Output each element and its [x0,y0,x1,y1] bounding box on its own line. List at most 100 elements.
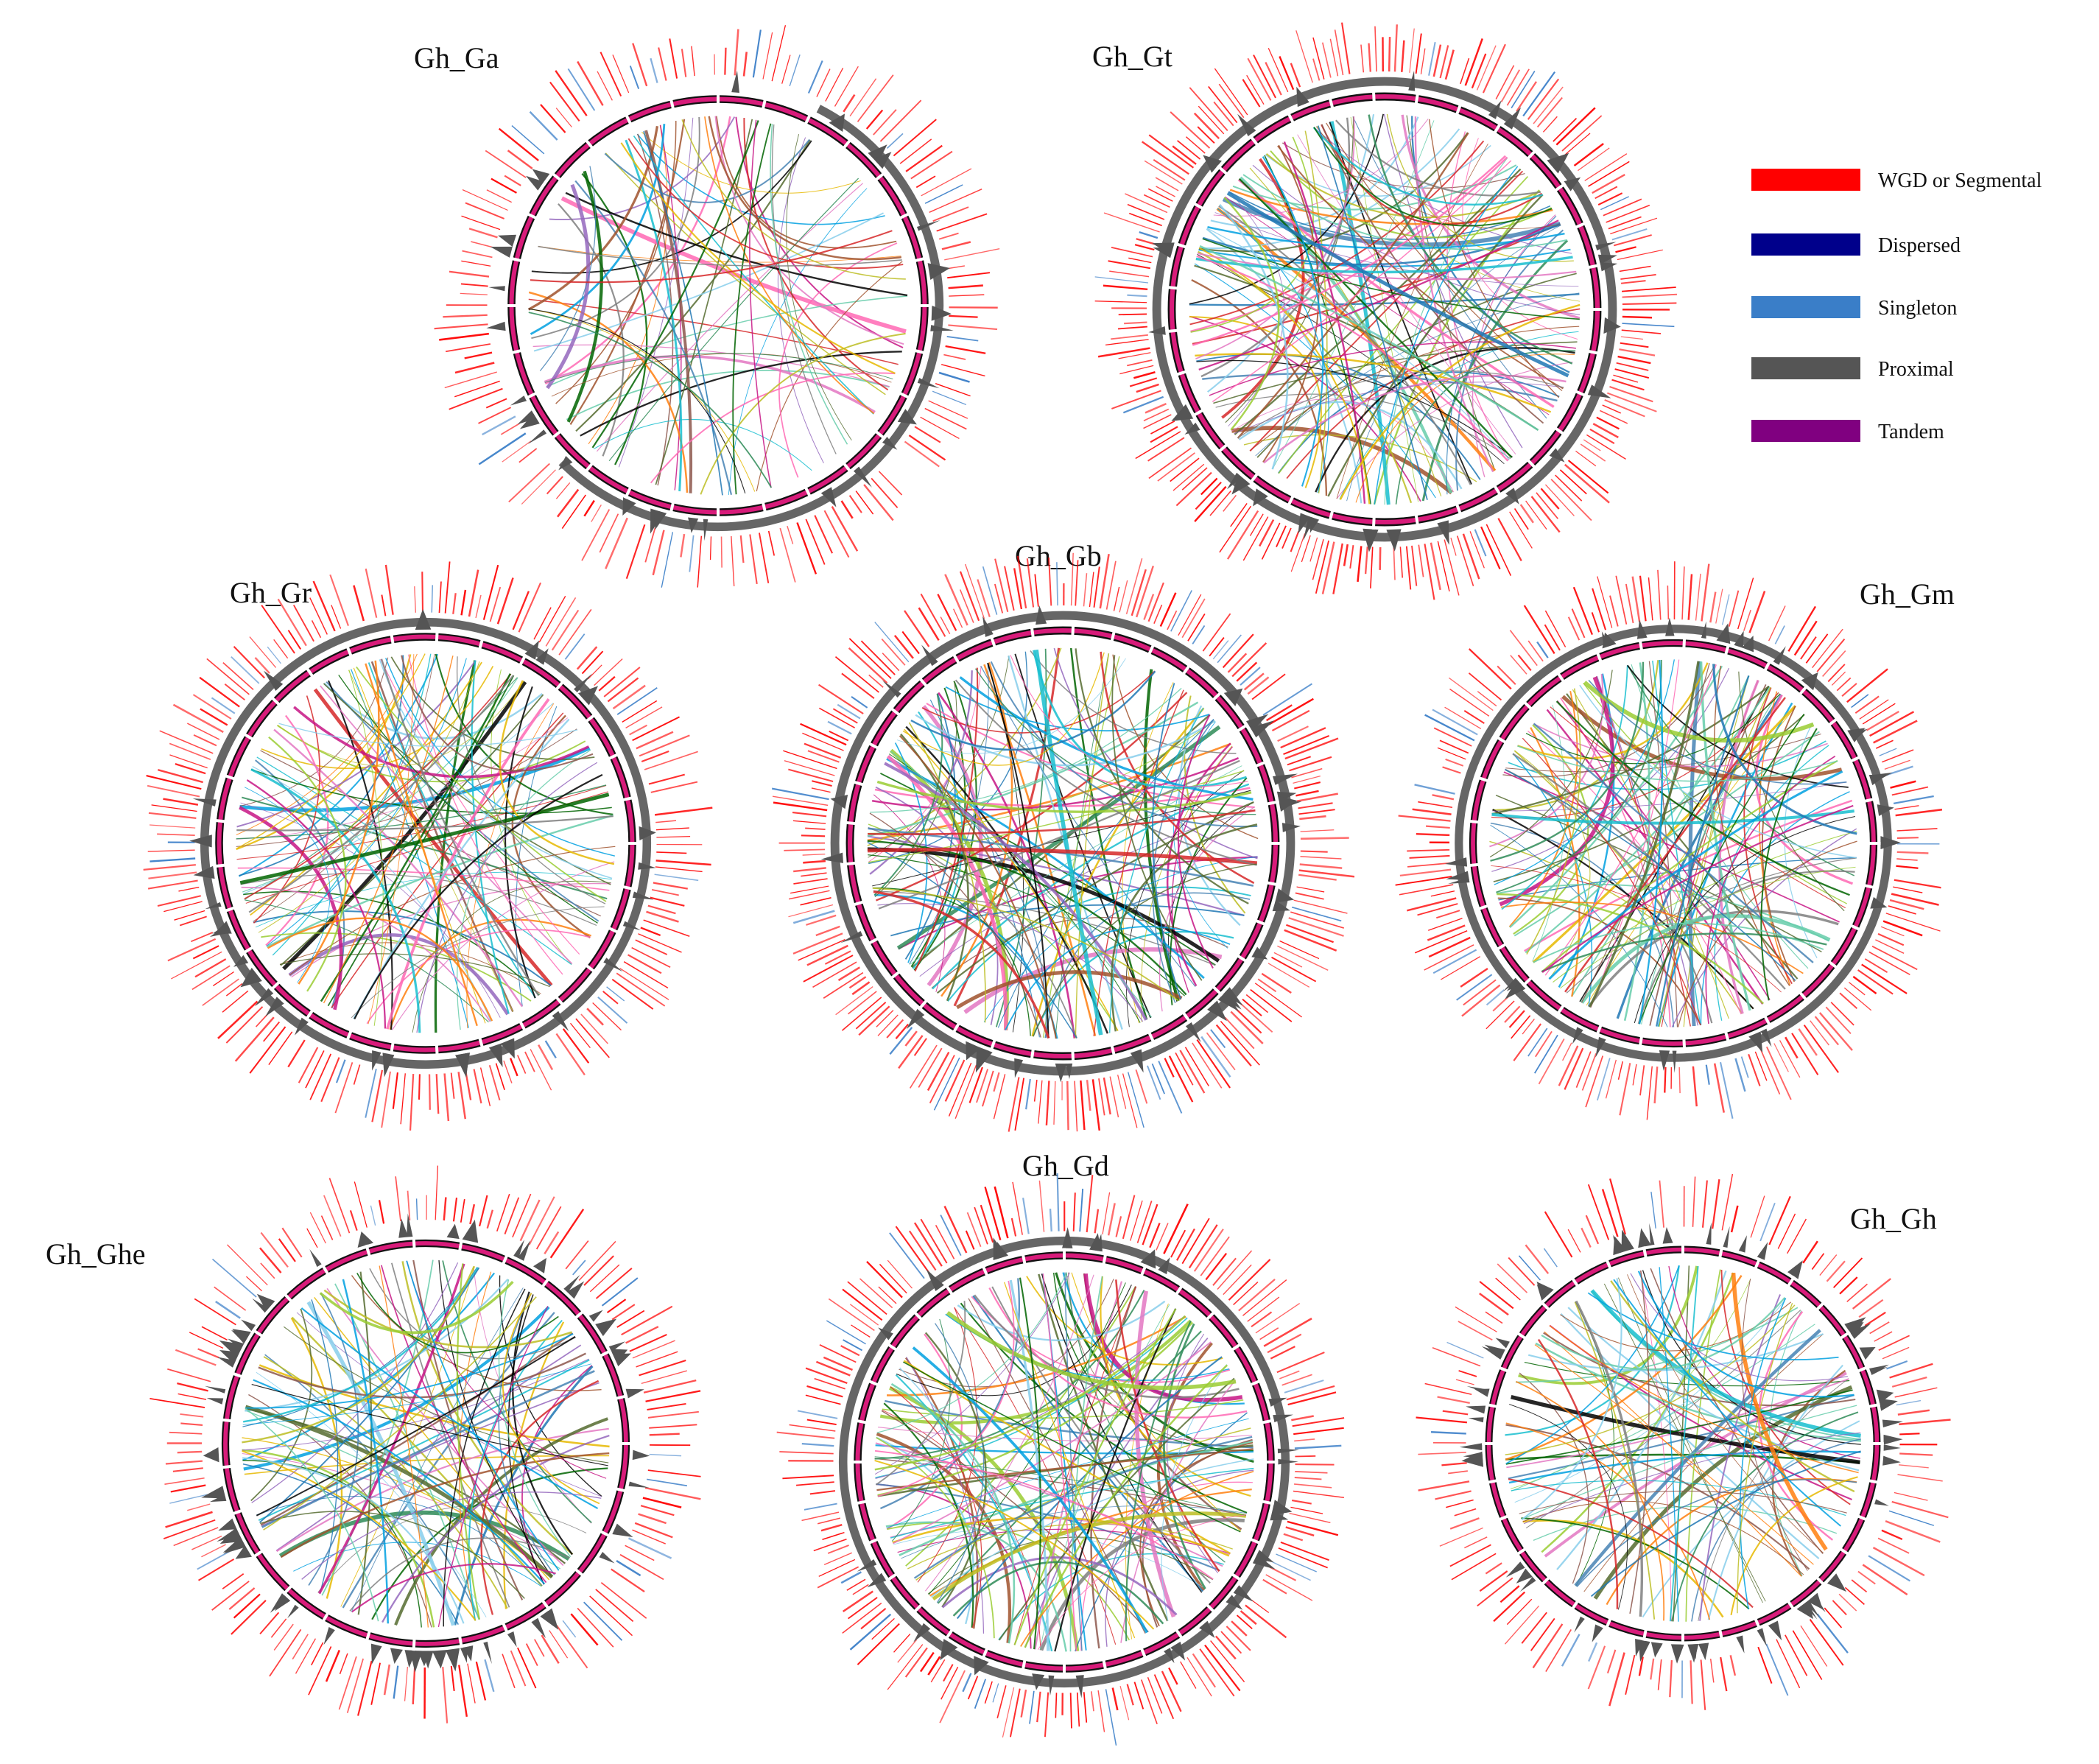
gene-label-mark [806,1385,843,1398]
gene-label-mark [591,505,602,522]
gene-label-mark [849,1613,892,1651]
gene-label-mark [920,416,960,439]
gene-label-mark [1603,198,1642,217]
chromosome-gap [619,795,636,802]
proximal-spike [558,456,573,471]
gene-label-mark [1460,57,1470,85]
gene-label-mark [412,1667,416,1705]
gene-label-mark [1168,1055,1194,1103]
gene-label-mark [1080,1080,1086,1131]
gene-label-mark [1293,1483,1332,1489]
proximal-spike [1488,100,1502,119]
chromosome-gap [1454,102,1463,118]
gene-label-mark [1617,1061,1623,1080]
synteny-link [1189,140,1485,326]
synteny-link [351,1275,602,1391]
gene-label-mark [767,530,776,556]
gene-label-mark [1163,1203,1189,1254]
proximal-spike [1253,488,1268,507]
gene-label-mark [1861,963,1908,994]
gene-label-mark [400,1073,406,1125]
gene-label-mark [502,440,532,463]
gene-label-mark [1791,1033,1819,1075]
gene-label-mark [1854,695,1880,714]
synteny-link [314,1297,550,1581]
gene-label-mark [1456,535,1474,586]
gene-label-mark [1622,287,1676,292]
gene-label-mark [171,951,222,980]
synteny-link [245,1410,561,1570]
gene-label-mark [1864,1311,1886,1326]
gene-label-mark [454,380,500,398]
gene-label-mark [1195,481,1222,510]
proximal-spike [1874,1499,1889,1506]
gene-label-mark [295,1638,317,1674]
synteny-link [1583,682,1848,904]
synteny-link [1533,922,1824,963]
gene-label-mark [619,1553,664,1581]
synteny-link [293,706,590,779]
synteny-link [876,1436,974,1625]
gene-label-mark [1111,247,1153,258]
gene-label-mark [1291,906,1342,922]
gene-label-mark [1288,917,1344,937]
proximal-spike [1303,516,1315,541]
gene-label-mark [1544,610,1567,647]
gene-label-mark [512,1193,532,1238]
synteny-link [900,733,969,1002]
chromosome-gap [412,1636,416,1651]
gene-label-mark [150,1397,205,1408]
synteny-link [605,152,886,396]
gene-label-mark [460,1198,465,1223]
synteny-link [1009,1279,1050,1651]
synteny-link [591,120,759,449]
gene-label-mark [1291,1415,1314,1422]
synteny-link [1541,804,1854,973]
gene-label-mark [1449,688,1490,717]
gene-label-mark [370,1662,381,1705]
gene-label-mark [1561,1634,1581,1667]
gene-label-mark [1277,945,1329,971]
gene-label-mark [877,1014,899,1036]
gene-label-mark [147,784,200,798]
gene-label-mark [555,1625,588,1669]
proximal-spike [1036,605,1047,625]
gene-label-mark [943,1206,968,1254]
synteny-link [242,1457,465,1624]
gene-label-mark [1217,1250,1253,1290]
gene-label-mark [927,1656,941,1676]
gene-label-mark [984,1681,993,1704]
proximal-spike [873,152,892,169]
proximal-spike [840,931,863,944]
gene-label-mark [803,955,854,983]
proximal-spike [574,673,593,693]
gene-label-mark [443,314,488,318]
gene-label-mark [1291,767,1323,779]
gene-label-mark [434,323,488,330]
gene-label-mark [1401,40,1405,72]
gene-label-mark [1074,1080,1078,1132]
gene-label-mark [1492,995,1511,1012]
gene-label-mark [823,971,864,999]
gene-label-mark [641,1370,687,1384]
gene-label-mark [656,851,687,854]
gene-label-mark [1477,691,1497,707]
chromosome-gap [1109,1042,1117,1058]
synteny-link [1044,892,1251,1039]
gene-label-mark [1852,975,1877,995]
gene-label-mark [1292,1417,1345,1427]
chromosome-ring [1482,1243,1884,1645]
proximal-spike [1065,1063,1073,1080]
gene-label-mark [919,1651,935,1673]
circos-gh-gd [776,1173,1345,1746]
proximal-spike [455,1053,471,1075]
gene-label-mark [834,656,879,693]
gene-label-mark [818,684,864,714]
proximal-spike [1649,1223,1655,1245]
gene-label-mark [965,1230,975,1250]
gene-label-mark [1276,1553,1317,1573]
proximal-spike [628,1481,650,1489]
chromosome-gap [320,1263,331,1277]
gene-label-mark [1700,1659,1706,1710]
gene-label-mark [1609,595,1619,627]
